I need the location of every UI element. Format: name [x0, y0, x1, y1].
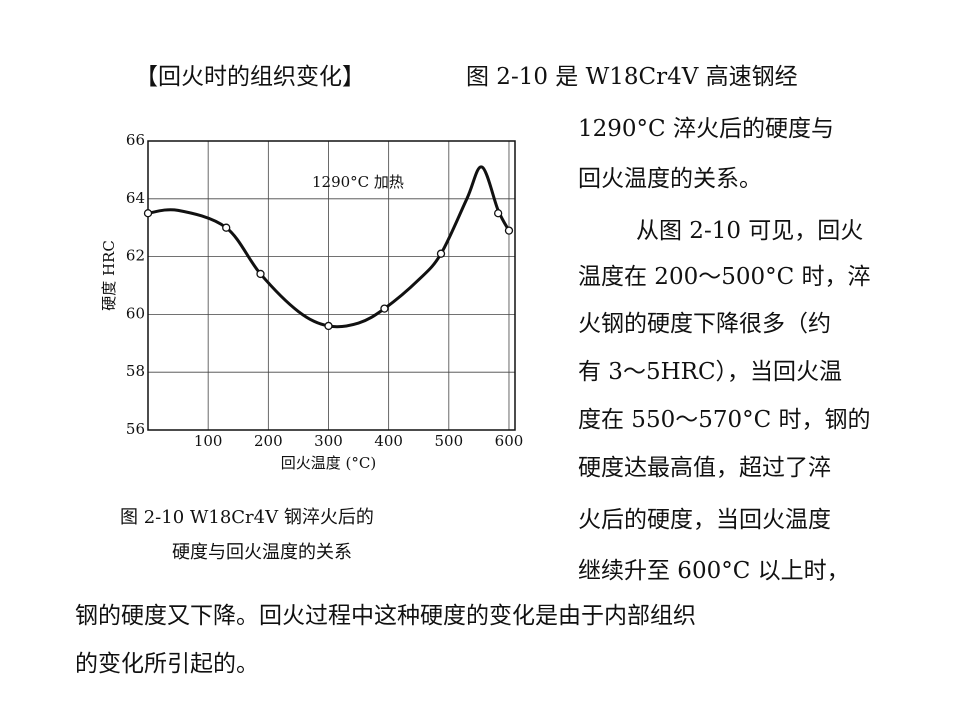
y-tick-label: 60 [126, 304, 145, 322]
plot-frame [147, 140, 516, 431]
body-text-line: 钢的硬度又下降。回火过程中这种硬度的变化是由于内部组织 [75, 603, 696, 629]
side-text-line: 有 3～5HRC），当回火温 [578, 359, 842, 385]
side-text-line: 火钢的硬度下降很多（约 [578, 311, 831, 337]
data-point [436, 249, 446, 258]
data-point [504, 226, 514, 235]
x-tick-label: 200 [254, 432, 283, 450]
text-block: 【回火时的组织变化】 图 2-10 是 W18Cr4V 高速钢经 1290°C 淬… [75, 64, 871, 677]
data-point [324, 321, 333, 331]
x-tick-label: 600 [495, 432, 524, 450]
x-tick-label: 400 [374, 432, 403, 450]
y-tick-label: 62 [126, 247, 145, 265]
side-text-line: 从图 2-10 可见，回火 [636, 218, 863, 244]
side-text-line: 1290°C 淬火后的硬度与 [578, 116, 834, 142]
side-text-line: 火后的硬度，当回火温度 [578, 507, 831, 533]
y-axis-label: 硬度 HRC [100, 240, 118, 311]
x-tick-label: 100 [194, 432, 223, 450]
data-point [494, 209, 503, 218]
heading: 【回火时的组织变化】 [135, 64, 365, 90]
side-text-line: 度在 550～570°C 时，钢的 [578, 407, 871, 433]
data-point [143, 209, 153, 218]
caption-line: 图 2-10 W18Cr4V 钢淬火后的 [120, 507, 374, 528]
side-text-line: 继续升至 600°C 以上时， [578, 558, 850, 584]
data-point [256, 269, 265, 279]
y-tick-label: 66 [126, 131, 145, 149]
hardness-curve [147, 165, 511, 329]
caption-line: 硬度与回火温度的关系 [172, 542, 352, 563]
data-point [380, 304, 389, 313]
x-axis-label: 回火温度 (°C) [281, 454, 376, 472]
data-point [222, 223, 231, 232]
body-text-line: 的变化所引起的。 [75, 651, 259, 677]
side-text-line: 温度在 200～500°C 时，淬 [578, 264, 871, 290]
side-text-line: 图 2-10 是 W18Cr4V 高速钢经 [466, 64, 798, 90]
y-tick-label: 56 [126, 420, 145, 438]
annotation: 1290°C 加热 [312, 173, 404, 191]
x-tick-label: 500 [434, 432, 463, 450]
y-tick-label: 58 [126, 362, 145, 380]
side-text-line: 回火温度的关系。 [578, 166, 762, 192]
y-tick-label: 64 [126, 189, 145, 207]
x-tick-label: 300 [314, 432, 343, 450]
side-text-line: 硬度达最高值，超过了淬 [578, 455, 831, 481]
